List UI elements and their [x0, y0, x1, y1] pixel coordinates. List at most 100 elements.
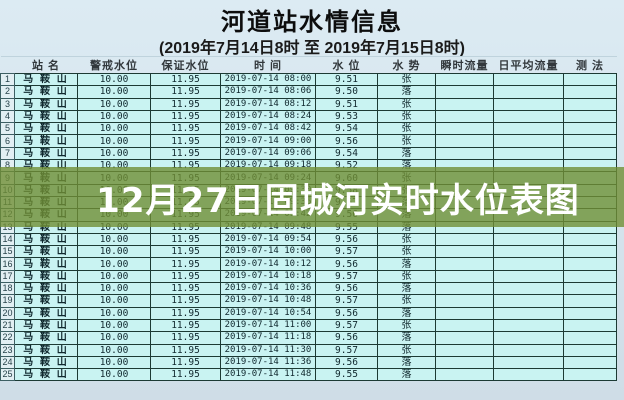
method-cell — [563, 109, 617, 124]
daily-avg-flow-cell — [493, 134, 564, 148]
station-name-cell: 马 鞍 山 — [14, 318, 78, 333]
guaranteed-level-cell: 11.95 — [150, 122, 221, 136]
warning-level-cell: 10.00 — [77, 318, 151, 333]
trend-cell: 张 — [377, 294, 436, 308]
daily-avg-flow-cell — [493, 232, 564, 247]
trend-cell: 落 — [377, 355, 436, 370]
table-row: 6 马 鞍 山 10.00 11.95 2019-07-14 09:00 9.5… — [0, 134, 617, 148]
row-number-cell: 21 — [0, 318, 15, 333]
instant-flow-cell — [435, 331, 494, 345]
trend-cell: 张 — [377, 72, 436, 87]
time-cell: 2019-07-14 08:12 — [220, 97, 316, 111]
table-row: 21 马 鞍 山 10.00 11.95 2019-07-14 11:00 9.… — [0, 318, 617, 333]
daily-avg-flow-cell — [493, 269, 564, 284]
guaranteed-level-cell: 11.95 — [150, 355, 221, 370]
row-number-cell: 7 — [0, 146, 15, 161]
table-row: 20 马 鞍 山 10.00 11.95 2019-07-14 10:54 9.… — [0, 306, 617, 320]
method-cell — [563, 146, 617, 161]
table-row: 18 马 鞍 山 10.00 11.95 2019-07-14 10:36 9.… — [0, 282, 617, 296]
row-number-cell: 4 — [0, 109, 15, 124]
trend-cell: 张 — [377, 318, 436, 333]
table-row: 24 马 鞍 山 10.00 11.95 2019-07-14 11:36 9.… — [0, 355, 617, 370]
col-header-daily-avg-flow: 日平均流量 — [493, 56, 564, 74]
daily-avg-flow-cell — [493, 97, 564, 111]
trend-cell: 落 — [377, 85, 436, 99]
daily-avg-flow-cell — [493, 282, 564, 296]
time-cell: 2019-07-14 08:24 — [220, 109, 316, 124]
row-number-cell: 23 — [0, 343, 15, 357]
trend-cell: 张 — [377, 269, 436, 284]
station-name-cell: 马 鞍 山 — [14, 343, 78, 357]
table-row: 16 马 鞍 山 10.00 11.95 2019-07-14 10:12 9.… — [0, 257, 617, 271]
time-cell: 2019-07-14 10:18 — [220, 269, 316, 284]
row-number-cell: 17 — [0, 269, 15, 284]
warning-level-cell: 10.00 — [77, 109, 151, 124]
water-level-cell: 9.57 — [315, 343, 378, 357]
time-cell: 2019-07-14 10:12 — [220, 257, 316, 271]
daily-avg-flow-cell — [493, 146, 564, 161]
daily-avg-flow-cell — [493, 331, 564, 345]
warning-level-cell: 10.00 — [77, 269, 151, 284]
warning-level-cell: 10.00 — [77, 122, 151, 136]
station-name-cell: 马 鞍 山 — [14, 368, 78, 382]
table-row: 23 马 鞍 山 10.00 11.95 2019-07-14 11:30 9.… — [0, 343, 617, 357]
station-name-cell: 马 鞍 山 — [14, 134, 78, 148]
time-cell: 2019-07-14 09:06 — [220, 146, 316, 161]
table-row: 19 马 鞍 山 10.00 11.95 2019-07-14 10:48 9.… — [0, 294, 617, 308]
guaranteed-level-cell: 11.95 — [150, 269, 221, 284]
station-name-cell: 马 鞍 山 — [14, 122, 78, 136]
guaranteed-level-cell: 11.95 — [150, 109, 221, 124]
instant-flow-cell — [435, 282, 494, 296]
row-number-cell: 3 — [0, 97, 15, 111]
table-row: 7 马 鞍 山 10.00 11.95 2019-07-14 09:06 9.5… — [0, 146, 617, 161]
instant-flow-cell — [435, 368, 494, 382]
method-cell — [563, 306, 617, 320]
row-number-cell: 6 — [0, 134, 15, 148]
method-cell — [563, 343, 617, 357]
time-cell: 2019-07-14 09:54 — [220, 232, 316, 247]
instant-flow-cell — [435, 134, 494, 148]
date-range: (2019年7月14日8时 至 2019年7月15日8时) — [159, 40, 465, 57]
station-name-cell: 马 鞍 山 — [14, 331, 78, 345]
warning-level-cell: 10.00 — [77, 134, 151, 148]
method-cell — [563, 72, 617, 87]
daily-avg-flow-cell — [493, 306, 564, 320]
water-level-cell: 9.56 — [315, 331, 378, 345]
table-row: 17 马 鞍 山 10.00 11.95 2019-07-14 10:18 9.… — [0, 269, 617, 284]
method-cell — [563, 282, 617, 296]
row-number-cell: 22 — [0, 331, 15, 345]
trend-cell: 落 — [377, 257, 436, 271]
instant-flow-cell — [435, 306, 494, 320]
watermark-text: 12月27日固城河实时水位表图 — [96, 180, 580, 221]
daily-avg-flow-cell — [493, 245, 564, 259]
water-level-cell: 9.53 — [315, 109, 378, 124]
guaranteed-level-cell: 11.95 — [150, 97, 221, 111]
water-level-cell: 9.54 — [315, 122, 378, 136]
trend-cell: 张 — [377, 134, 436, 148]
method-cell — [563, 368, 617, 382]
time-cell: 2019-07-14 08:06 — [220, 85, 316, 99]
table-row: 1 马 鞍 山 10.00 11.95 2019-07-14 08:00 9.5… — [0, 72, 617, 87]
daily-avg-flow-cell — [493, 109, 564, 124]
time-cell: 2019-07-14 11:18 — [220, 331, 316, 345]
time-cell: 2019-07-14 10:36 — [220, 282, 316, 296]
daily-avg-flow-cell — [493, 257, 564, 271]
water-level-cell: 9.57 — [315, 318, 378, 333]
station-name-cell: 马 鞍 山 — [14, 282, 78, 296]
row-number-cell: 25 — [0, 368, 15, 382]
time-cell: 2019-07-14 08:42 — [220, 122, 316, 136]
instant-flow-cell — [435, 318, 494, 333]
guaranteed-level-cell: 11.95 — [150, 232, 221, 247]
water-level-cell: 9.57 — [315, 245, 378, 259]
water-level-cell: 9.57 — [315, 269, 378, 284]
warning-level-cell: 10.00 — [77, 331, 151, 345]
method-cell — [563, 355, 617, 370]
warning-level-cell: 10.00 — [77, 72, 151, 87]
col-header-station: 站 名 — [14, 56, 78, 74]
trend-cell: 张 — [377, 232, 436, 247]
method-cell — [563, 245, 617, 259]
time-cell: 2019-07-14 11:30 — [220, 343, 316, 357]
guaranteed-level-cell: 11.95 — [150, 85, 221, 99]
row-number-cell: 19 — [0, 294, 15, 308]
time-cell: 2019-07-14 11:36 — [220, 355, 316, 370]
